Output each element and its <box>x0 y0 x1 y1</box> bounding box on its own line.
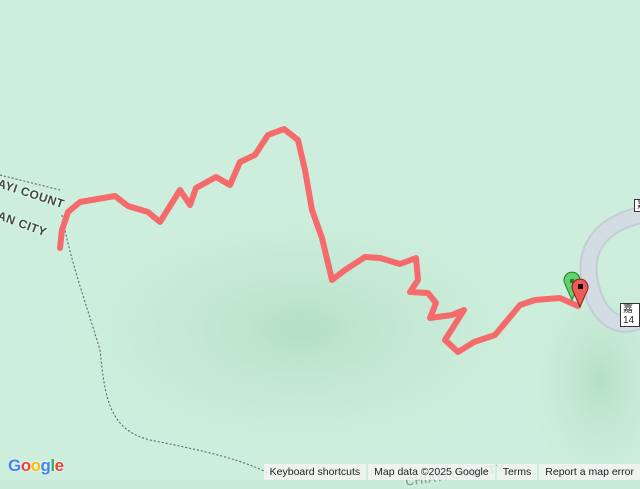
road-label: 嘉 <box>634 199 640 212</box>
end-marker[interactable] <box>571 278 589 309</box>
logo-letter: g <box>40 456 51 475</box>
logo-letter: e <box>54 456 64 475</box>
logo-letter: o <box>30 456 41 475</box>
logo-letter: l <box>50 456 55 475</box>
road-label: 嘉14 <box>620 303 640 327</box>
logo-letter: o <box>20 456 31 475</box>
map-footer: Keyboard shortcuts Map data ©2025 Google… <box>262 464 640 480</box>
google-logo[interactable]: Google <box>8 456 64 476</box>
report-map-error-link[interactable]: Report a map error <box>539 464 640 480</box>
terrain-shade <box>40 190 560 470</box>
gps-track[interactable] <box>57 126 581 355</box>
terms-link[interactable]: Terms <box>496 464 538 480</box>
keyboard-shortcuts-button[interactable]: Keyboard shortcuts <box>263 464 367 480</box>
map-data-attribution: Map data ©2025 Google <box>368 464 495 480</box>
boundary-line <box>0 174 281 480</box>
logo-letter: G <box>8 456 21 475</box>
